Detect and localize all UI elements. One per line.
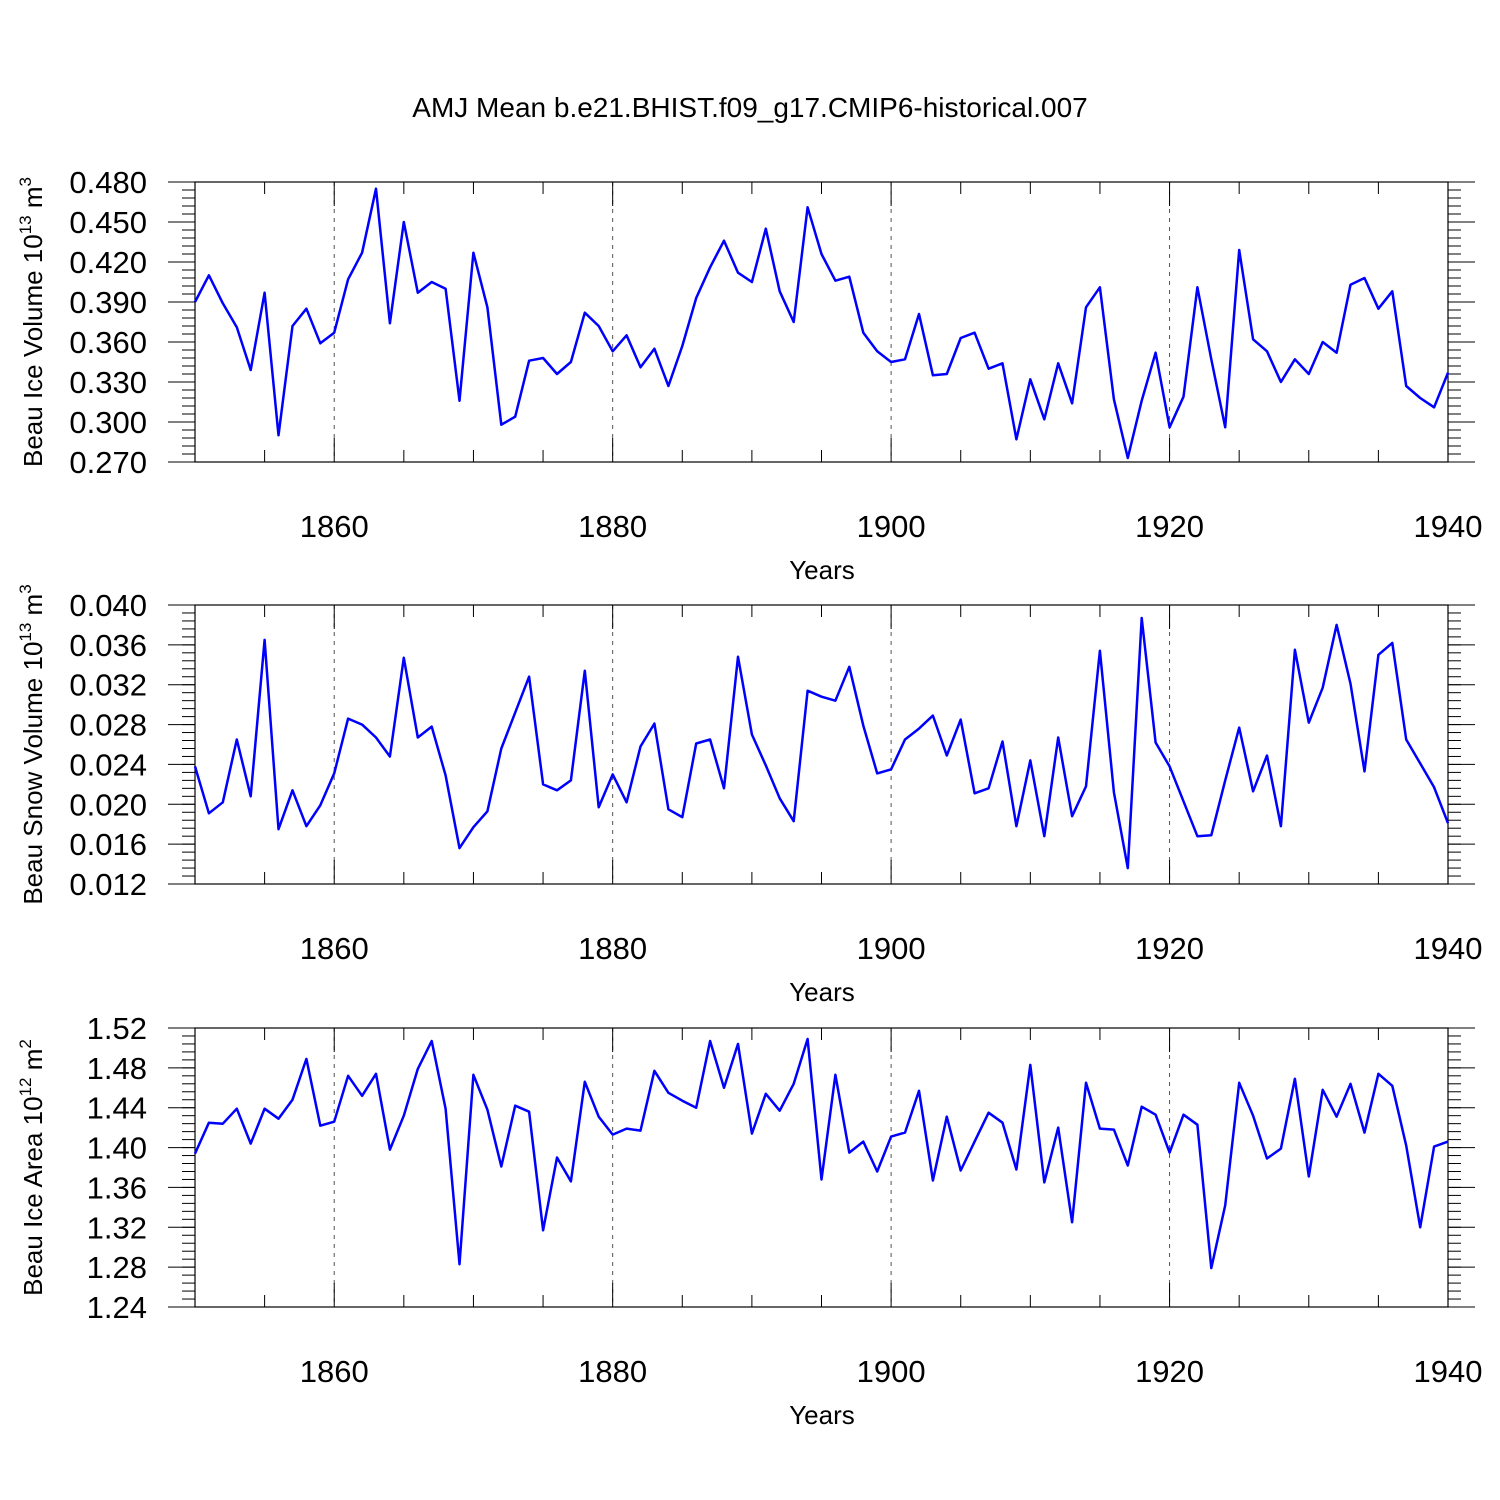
ice-volume-series-line	[193, 187, 1450, 460]
y-tick-label: 1.32	[87, 1210, 147, 1245]
x-tick-label: 1920	[1135, 931, 1204, 966]
chart-title: AMJ Mean b.e21.BHIST.f09_g17.CMIP6-histo…	[412, 92, 1087, 123]
ice-area-panel: 1.24 1.28 1.32 1.36 1.40 1.44 1.48 1.52 1860 1880…	[16, 1011, 1482, 1430]
snow-volume-panel: 0.012 0.016 0.020 0.024 0.028 0.032 0.036 0.040…	[16, 584, 1482, 1007]
y-tick-label: 1.40	[87, 1131, 147, 1166]
x-axis-title: Years	[789, 555, 855, 585]
x-tick-label: 1900	[857, 931, 926, 966]
y-tick-label: 0.032	[69, 668, 147, 703]
plot-frame	[194, 604, 1449, 885]
x-tick-label: 1860	[300, 1354, 369, 1389]
y-tick-label: 0.028	[69, 708, 147, 743]
y-tick-label: 0.024	[69, 747, 147, 782]
y-tick-label: 0.020	[69, 787, 147, 822]
x-tick-label: 1940	[1414, 931, 1483, 966]
ice-area-series-line	[193, 1037, 1449, 1270]
x-axis-title: Years	[789, 977, 855, 1007]
x-tick-label: 1940	[1414, 509, 1483, 544]
y-axis-title: Beau Ice Volume 1013 m3	[16, 177, 48, 467]
x-tick-label: 1900	[857, 1354, 926, 1389]
y-tick-label: 0.330	[69, 365, 147, 400]
x-tick-label: 1860	[300, 509, 369, 544]
y-tick-label: 0.360	[69, 325, 147, 360]
y-axis-title: Beau Snow Volume 1013 m3	[16, 584, 48, 904]
x-axis-title: Years	[789, 1400, 855, 1430]
x-tick-label: 1920	[1135, 1354, 1204, 1389]
ice-volume-panel: 0.270 0.300 0.330 0.360 0.390 0.420 0.450 0.480…	[16, 165, 1482, 585]
plot-frame	[194, 181, 1449, 463]
x-tick-label: 1920	[1135, 509, 1204, 544]
y-tick-label: 1.24	[87, 1290, 147, 1325]
x-tick-label: 1880	[578, 931, 647, 966]
y-tick-label: 0.016	[69, 827, 147, 862]
y-tick-label: 0.040	[69, 588, 147, 623]
x-tick-label: 1940	[1414, 1354, 1483, 1389]
y-tick-label: 0.420	[69, 245, 147, 280]
y-tick-label: 0.450	[69, 205, 147, 240]
y-tick-label: 0.012	[69, 867, 147, 902]
y-tick-label: 0.390	[69, 285, 147, 320]
y-tick-label: 0.270	[69, 445, 147, 480]
y-tick-label: 1.48	[87, 1051, 147, 1086]
y-axis-title: Beau Ice Area 1012 m2	[16, 1039, 48, 1296]
y-tick-label: 1.36	[87, 1170, 147, 1205]
x-tick-label: 1900	[857, 509, 926, 544]
y-tick-label: 1.28	[87, 1250, 147, 1285]
x-tick-label: 1860	[300, 931, 369, 966]
y-tick-label: 1.52	[87, 1011, 147, 1046]
y-tick-label: 0.480	[69, 165, 147, 200]
y-tick-label: 0.300	[69, 405, 147, 440]
y-tick-label: 0.036	[69, 628, 147, 663]
x-tick-label: 1880	[578, 1354, 647, 1389]
snow-volume-series-line	[193, 616, 1450, 870]
y-tick-label: 1.44	[87, 1091, 147, 1126]
x-tick-label: 1880	[578, 509, 647, 544]
